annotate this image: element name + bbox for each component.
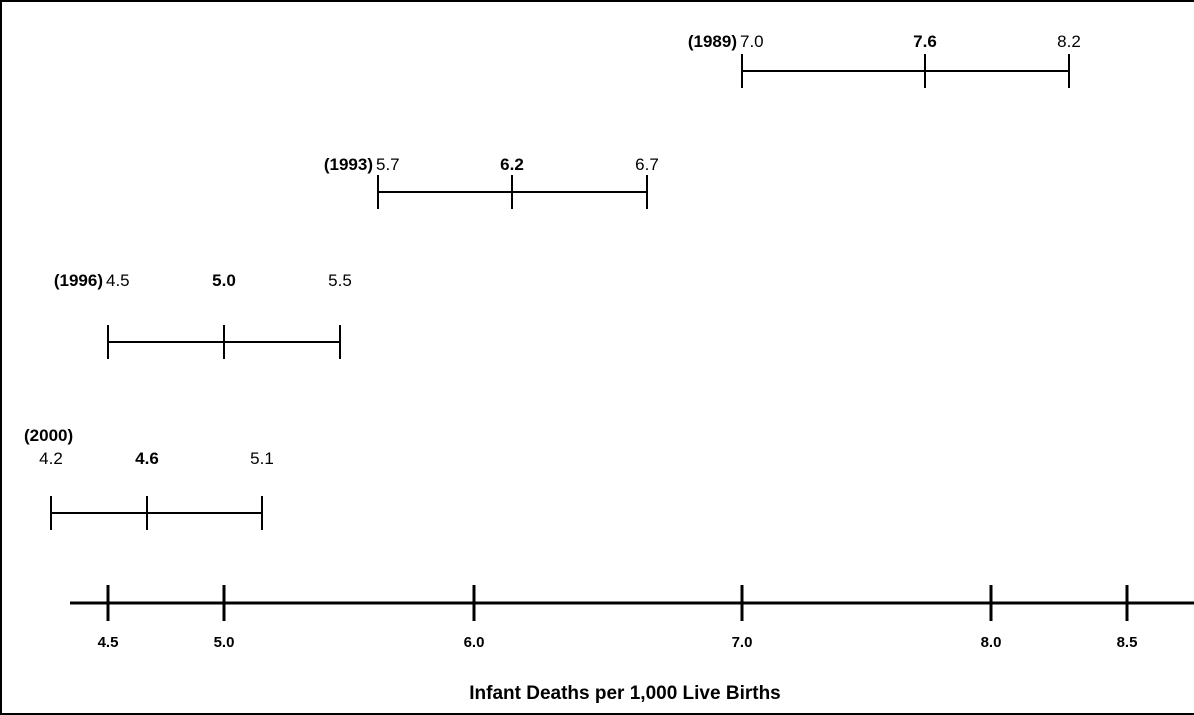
interval-mid-label: 7.6: [913, 32, 937, 51]
interval-low-label: 5.7: [376, 155, 400, 174]
interval-low-label: 4.5: [106, 271, 130, 290]
interval-1993: (1993) 5.7 6.2 6.7: [324, 155, 659, 209]
interval-year-label: (1989): [688, 32, 737, 51]
x-tick-label: 8.0: [981, 634, 1002, 651]
interval-mid-label: 5.0: [212, 271, 236, 290]
interval-year-label: (2000): [24, 426, 73, 445]
x-tick-label: 7.0: [732, 634, 753, 651]
interval-high-label: 5.5: [328, 271, 352, 290]
interval-low-label: 7.0: [740, 32, 764, 51]
interval-year-label: (1993): [324, 155, 373, 174]
interval-high-label: 5.1: [250, 449, 274, 468]
interval-mid-label: 6.2: [500, 155, 524, 174]
interval-low-label: 4.2: [39, 449, 63, 468]
interval-series: (1989) 7.0 7.6 8.2 (1993) 5.7 6.2 6.7 (1996) 4.5 5…: [24, 32, 1081, 530]
interval-mid-label: 4.6: [135, 449, 159, 468]
x-axis-ticks: 4.5 5.0 6.0 7.0 8.0 8.5: [98, 585, 1138, 651]
x-tick-label: 6.0: [464, 634, 485, 651]
interval-1989: (1989) 7.0 7.6 8.2: [688, 32, 1081, 88]
x-tick-label: 4.5: [98, 634, 119, 651]
x-tick-label: 8.5: [1117, 634, 1138, 651]
interval-high-label: 6.7: [635, 155, 659, 174]
x-axis-label: Infant Deaths per 1,000 Live Births: [469, 683, 781, 704]
interval-1996: (1996) 4.5 5.0 5.5: [54, 271, 352, 359]
interval-2000: (2000) 4.2 4.6 5.1: [24, 426, 274, 530]
x-tick-label: 5.0: [214, 634, 235, 651]
interval-year-label: (1996): [54, 271, 103, 290]
interval-high-label: 8.2: [1057, 32, 1081, 51]
